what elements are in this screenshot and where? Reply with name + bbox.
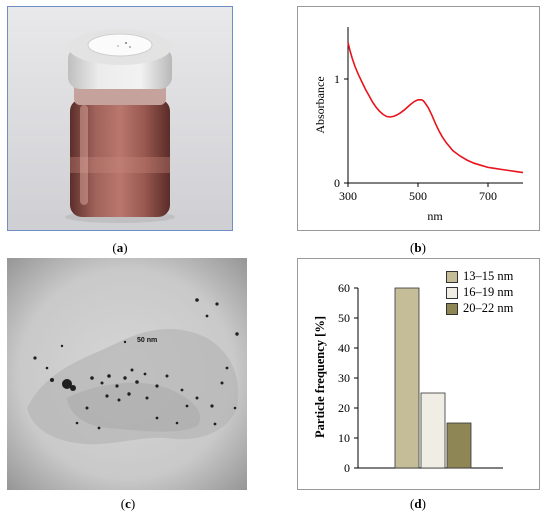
legend-label: 20–22 nm: [463, 301, 514, 315]
x-axis-label: nm: [427, 209, 443, 223]
tem-micrograph: [7, 258, 247, 490]
bar-y-tick-label: 0: [344, 461, 350, 475]
bar: [394, 287, 420, 469]
panel-d-frequency-chart: 0 10 20 30 40 50 60 Particle frequency [%] 13–…: [297, 258, 540, 490]
bar: [446, 422, 472, 469]
legend-label: 13–15 nm: [463, 269, 514, 283]
y-tick-label: 0: [334, 176, 340, 190]
caption-a: (a): [112, 240, 128, 255]
bar-y-tick-label: 40: [338, 341, 350, 355]
y-axis-label: Absorbance: [313, 76, 327, 133]
legend-entry: 20–22 nm: [446, 301, 513, 316]
absorbance-chart-svg: 300 500 700 0 1 Absorbance nm: [313, 27, 524, 223]
caption-c: (c): [120, 496, 136, 511]
x-tick-label: 500: [409, 189, 427, 203]
panel-c-tem-image: 50 nm: [7, 258, 247, 490]
frequency-chart-svg: 0 10 20 30 40 50 60 Particle frequency [%]: [313, 281, 503, 475]
legend-entry: 16–19 nm: [446, 285, 513, 300]
legend-entry: 13–15 nm: [446, 269, 513, 284]
legend-swatch: [446, 302, 458, 315]
x-tick-label: 700: [479, 189, 497, 203]
bar-y-tick-label: 50: [338, 311, 350, 325]
x-tick-label: 300: [339, 189, 357, 203]
panel-b-absorbance-chart: 300 500 700 0 1 Absorbance nm: [297, 6, 540, 231]
tem-scale-label: 50 nm: [137, 337, 158, 344]
vial-illustration: [8, 7, 232, 230]
legend-swatch: [446, 286, 458, 299]
caption-d: (d): [410, 496, 426, 511]
legend-swatch: [446, 270, 458, 283]
bar-y-tick-label: 20: [338, 401, 350, 415]
caption-b: (b): [410, 240, 426, 255]
bar: [420, 392, 446, 469]
absorbance-series-line: [347, 42, 524, 174]
bar-y-tick-label: 10: [338, 431, 350, 445]
y-tick-label: 1: [334, 72, 340, 86]
bar-y-tick-label: 30: [338, 371, 350, 385]
bar-y-tick-label: 60: [338, 281, 350, 295]
legend-label: 16–19 nm: [463, 285, 514, 299]
panel-a-photo: [7, 6, 233, 231]
bar-y-axis-label: Particle frequency [%]: [313, 316, 327, 438]
